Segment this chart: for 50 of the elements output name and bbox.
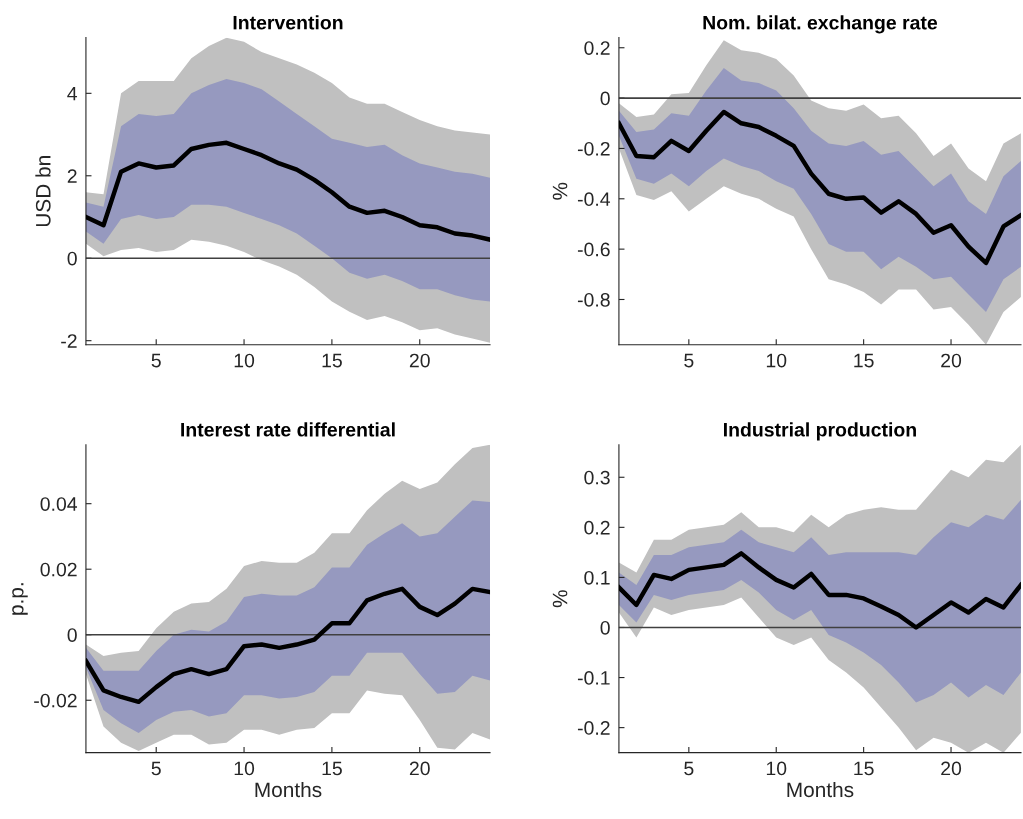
chart-title: Intervention	[233, 15, 343, 30]
x-tick-label: 20	[409, 353, 430, 368]
chart-title: Industrial production	[724, 422, 916, 441]
y-tick-label: -0.4	[577, 192, 611, 207]
x-tick-label: 10	[234, 353, 255, 368]
y-axis-title: %	[552, 590, 568, 608]
x-tick-label: 15	[854, 353, 874, 368]
y-tick-label: 0	[600, 620, 610, 635]
x-tick-label: 5	[151, 353, 161, 368]
x-tick-label: 15	[322, 353, 342, 368]
y-tick-label: -0.02	[34, 693, 77, 708]
y-tick-label: -0.2	[577, 141, 610, 156]
y-tick-label: 0.3	[584, 470, 610, 485]
line-series	[618, 551, 1021, 630]
x-tick-label: 15	[322, 761, 342, 776]
x-tick-label: 5	[151, 761, 161, 776]
y-tick-label: 0.02	[40, 562, 77, 577]
x-axis-title: Months	[787, 781, 854, 798]
y-tick-label: -0.8	[577, 292, 610, 307]
y-tick-label: 2	[67, 169, 77, 183]
y-tick-label: -2	[61, 334, 77, 348]
y-tick-label: -0.6	[577, 242, 610, 257]
x-tick-label: 15	[854, 761, 874, 776]
chart-title: Nom. bilat. exchange rate	[703, 15, 938, 34]
y-tick-label: 0	[67, 251, 77, 266]
x-tick-label: 20	[409, 761, 430, 776]
y-axis-title: p.p.	[12, 583, 28, 615]
x-tick-label: 5	[684, 761, 694, 776]
y-tick-label: 4	[67, 87, 78, 101]
y-tick-label: 0.1	[584, 570, 610, 585]
line-series	[618, 109, 1021, 266]
y-axis-title: USD bn	[35, 156, 51, 227]
line-series	[85, 586, 491, 705]
chart-title: Interest rate differential	[181, 422, 395, 437]
x-tick-label: 5	[684, 353, 694, 368]
y-axis-title: %	[552, 182, 568, 200]
x-axis-title: Months	[255, 781, 322, 798]
x-tick-label: 10	[234, 761, 255, 776]
y-tick-label: 0.2	[584, 520, 610, 535]
y-tick-label: -0.1	[577, 671, 610, 685]
x-tick-label: 20	[941, 761, 962, 776]
y-tick-label: 0.2	[584, 41, 610, 55]
x-tick-label: 20	[941, 353, 962, 368]
y-tick-label: 0	[67, 628, 77, 642]
y-tick-label: -0.2	[577, 721, 610, 735]
x-tick-label: 10	[766, 761, 787, 776]
line-series	[85, 140, 491, 242]
y-tick-label: 0.04	[40, 497, 78, 511]
x-tick-label: 10	[766, 353, 787, 368]
y-tick-label: 0	[600, 91, 610, 106]
